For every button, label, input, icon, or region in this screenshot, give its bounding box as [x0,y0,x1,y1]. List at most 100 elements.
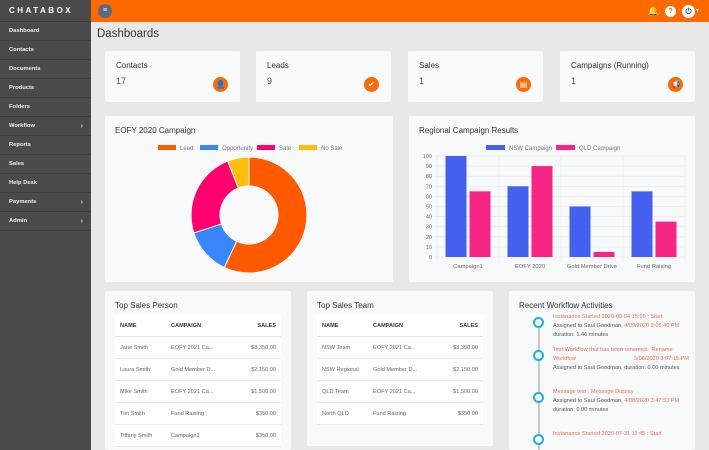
activity-assigned: Assigned to Saul Goodman, duration: 0.00… [553,365,680,371]
legend-swatch [299,145,317,150]
y-tick-label: 80 [426,174,432,180]
chevron-right-icon: › [80,123,83,130]
sidebar-item-reports[interactable]: Reports [0,136,91,155]
bar-qld-campaign[interactable] [655,221,677,257]
stat-value: 17 [116,76,127,86]
table-cell: EOFY 2021 Ca... [373,344,416,351]
slice-no-sale[interactable] [227,156,250,189]
x-tick-label: Gold Member Drive [567,264,617,270]
card-title: Top Sales Person [115,301,178,310]
sidebar-item-dashboard[interactable]: Dashboard [0,22,91,41]
legend-label: Sale [279,146,292,152]
table-cell: Gold Member D... [171,366,216,373]
menu-toggle-button[interactable]: ≡ [98,4,112,18]
bar-qld-campaign[interactable] [469,191,491,257]
y-tick-label: 10 [426,245,432,251]
legend-swatch [486,145,505,150]
table-header: NAME CAMPAIGN SALES [317,315,483,337]
table-row[interactable]: NSW Regional Gold Member D... $2,150.00 [317,359,483,381]
sidebar-item-folders[interactable]: Folders [0,98,91,117]
slice-sale[interactable] [190,160,239,234]
sidebar-item-workflow[interactable]: Workflow › [0,117,91,136]
timeline-dot-icon [533,350,544,361]
bar-nsw-campaign[interactable] [507,186,529,257]
table-row[interactable]: North QLD Fund Raising $350.00 [317,403,483,425]
sidebar-item-admin[interactable]: Admin › [0,212,91,231]
sidebar-item-products[interactable]: Products [0,79,91,98]
activity-title[interactable]: Message test : Message Display [553,389,634,395]
legend-label: Opportunity [222,146,253,152]
card-title: Top Sales Team [317,301,374,310]
bar-qld-campaign[interactable] [593,251,615,257]
workflow-activity[interactable]: Test Workflow that has been renamed : Re… [529,346,689,373]
workflow-activity[interactable]: Instanance Started 2020-09-04 15:05 : St… [529,313,689,340]
sidebar-item-label: Documents [9,66,41,72]
bar-qld-campaign[interactable] [531,166,553,257]
legend-swatch [158,145,176,150]
table-row[interactable]: NSW Team EOFY 2021 Ca... $3,350.00 [317,337,483,359]
regional-campaign-card: Regional Campaign Results NSW Campaign QL… [409,116,695,282]
activity-title[interactable]: Instanance Started 2020-07-31 11:45 : St… [553,431,662,437]
slice-lead[interactable] [223,156,308,274]
sidebar-item-label: Workflow [9,123,35,129]
activity-title[interactable]: Test Workflow that has been renamed : Re… [553,347,673,362]
x-tick-label: Fund Raising [637,264,671,270]
sidebar-item-label: Folders [9,104,30,110]
sidebar-item-label: Help Desk [9,180,38,186]
table-cell: Fund Raising [171,410,204,417]
user-menu-icon[interactable]: ⏻ [681,4,695,18]
bar-chart: NSW Campaign QLD Campaign 0 10 20 30 40 50 60 70 8… [423,145,686,270]
table-cell: Fund Raising [373,410,406,417]
sidebar-item-label: Contacts [9,47,34,53]
timeline-dot-icon [533,392,544,403]
sidebar-item-help-desk[interactable]: Help Desk [0,174,91,193]
user-check-icon: ✔ [364,77,379,92]
help-icon[interactable]: ? [664,5,676,17]
table-row[interactable]: Tim Smith Fund Raising $350.00 [115,403,281,425]
table-row[interactable]: Mike Smith EOFY 2021 Ca... $1,500.00 [115,381,281,403]
table-cell: $350.00 [457,410,478,417]
top-sales-team-card: Top Sales Team NAME CAMPAIGN SALES NSW Team… [307,291,493,446]
sidebar-item-sales[interactable]: Sales [0,155,91,174]
workflow-activity[interactable]: Message test : Message Display Assigned t… [529,388,689,415]
table-header: NAME CAMPAIGN SALES [115,315,281,337]
table-cell: $3,350.00 [251,344,276,351]
table-row[interactable]: Jane Smith EOFY 2021 Ca... $3,350.00 [115,337,281,359]
bar-nsw-campaign[interactable] [569,206,591,258]
column-header: NAME [120,322,137,329]
bar-nsw-campaign[interactable] [631,191,653,257]
activity-assigned: Assigned to Saul Goodman, [553,398,623,404]
table-row[interactable]: QLD Team EOFY 2021 Ca... $1,500.00 [317,381,483,403]
activity-duration: duration: 1.46 minutes [553,332,609,338]
legend-label: No Sale [321,146,343,152]
sidebar-item-contacts[interactable]: Contacts [0,41,91,60]
sidebar-item-label: Dashboard [9,28,40,34]
stat-card-leads[interactable]: Leads 9 ✔ [256,51,391,102]
x-tick-label: EOFY 2020 [515,264,545,270]
table-row[interactable]: Laura Smith Gold Member D... $2,150.00 [115,359,281,381]
stat-card-sales[interactable]: Sales 1 ▤ [408,51,543,102]
sidebar-item-label: Admin [9,218,28,224]
bar-nsw-campaign[interactable] [445,156,467,257]
legend-label: QLD Campaign [579,146,620,152]
y-tick-label: 20 [426,235,432,241]
chevron-down-icon[interactable]: ▾ [695,8,699,14]
sidebar-item-documents[interactable]: Documents [0,60,91,79]
stat-label: Leads [267,61,289,70]
stat-label: Sales [419,61,440,70]
sidebar: CHATABOX Dashboard Contacts Documents Produ… [0,0,91,450]
activity-assigned: Assigned to Saul Goodman, [553,323,623,329]
activity-title[interactable]: Instanance Started 2020-09-04 15:05 : St… [553,314,663,320]
timeline-dot-icon [533,317,544,328]
legend-swatch [200,145,218,150]
chart-title: Regional Campaign Results [419,126,519,135]
table-row[interactable]: Tiffany Smith Campaign1 $350.00 [115,425,281,447]
stat-card-campaigns-running[interactable]: Campaigns (Running) 1 📢 [560,51,695,102]
workflow-activity[interactable]: Instanance Started 2020-07-31 11:45 : St… [529,430,689,445]
stat-value: 9 [267,76,273,86]
sidebar-item-payments[interactable]: Payments › [0,193,91,212]
doughnut-chart: Lead Opportunity Sale No Sale [158,145,343,274]
stat-card-contacts[interactable]: Contacts 17 👤 [105,51,240,102]
bell-icon[interactable]: 🔔 [647,6,659,16]
brand-logo: CHATABOX [0,0,91,22]
